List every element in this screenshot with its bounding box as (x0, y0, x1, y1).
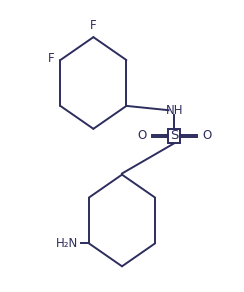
Text: O: O (138, 129, 147, 142)
Text: S: S (170, 129, 179, 142)
FancyBboxPatch shape (169, 129, 180, 143)
Text: O: O (202, 129, 211, 142)
Text: H₂N: H₂N (56, 237, 78, 250)
Text: F: F (48, 52, 54, 65)
Text: F: F (90, 19, 97, 32)
Text: NH: NH (166, 104, 183, 117)
